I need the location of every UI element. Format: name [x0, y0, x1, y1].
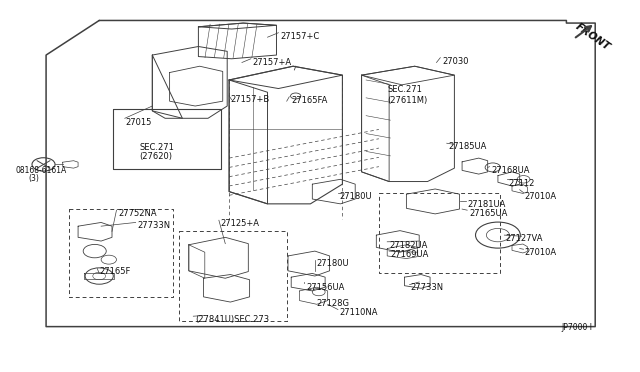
Text: 27165FA: 27165FA [291, 96, 328, 105]
Text: 27169UA: 27169UA [390, 250, 429, 259]
Text: JP7000 I: JP7000 I [561, 323, 592, 332]
Text: 27185UA: 27185UA [448, 142, 486, 151]
Text: SEC.271: SEC.271 [387, 85, 422, 94]
Text: 27180U: 27180U [317, 259, 349, 267]
Text: 27128G: 27128G [317, 299, 350, 308]
Text: (27611M): (27611M) [387, 96, 428, 105]
Text: 27157+B: 27157+B [230, 95, 269, 104]
Text: SEC.271: SEC.271 [140, 143, 174, 152]
Text: 27110NA: 27110NA [339, 308, 378, 317]
Text: (3): (3) [29, 174, 40, 183]
Text: 27015: 27015 [125, 118, 152, 127]
Text: 27165UA: 27165UA [469, 209, 508, 218]
Text: 27181UA: 27181UA [467, 200, 506, 209]
Text: FRONT: FRONT [573, 21, 612, 52]
Text: 27127VA: 27127VA [506, 234, 543, 243]
Text: 08168-6161A: 08168-6161A [16, 166, 67, 174]
Text: 27112: 27112 [509, 179, 535, 187]
Text: 27156UA: 27156UA [306, 283, 344, 292]
Text: 27010A: 27010A [525, 248, 557, 257]
Text: 27182UA: 27182UA [389, 241, 428, 250]
Text: 27733N: 27733N [411, 283, 444, 292]
Text: 27125+A: 27125+A [221, 219, 260, 228]
Text: (27841U)SEC.273: (27841U)SEC.273 [195, 315, 269, 324]
Text: 27733N: 27733N [138, 221, 171, 230]
Text: 27168UA: 27168UA [492, 166, 530, 174]
Text: 27010A: 27010A [525, 192, 557, 201]
Text: 27030: 27030 [443, 57, 469, 65]
Text: (27620): (27620) [140, 152, 173, 161]
Text: 27752NA: 27752NA [118, 209, 157, 218]
Text: 27157+C: 27157+C [280, 32, 319, 41]
Text: 27165F: 27165F [99, 267, 131, 276]
Text: 27180U: 27180U [339, 192, 372, 201]
Text: 27157+A: 27157+A [253, 58, 292, 67]
